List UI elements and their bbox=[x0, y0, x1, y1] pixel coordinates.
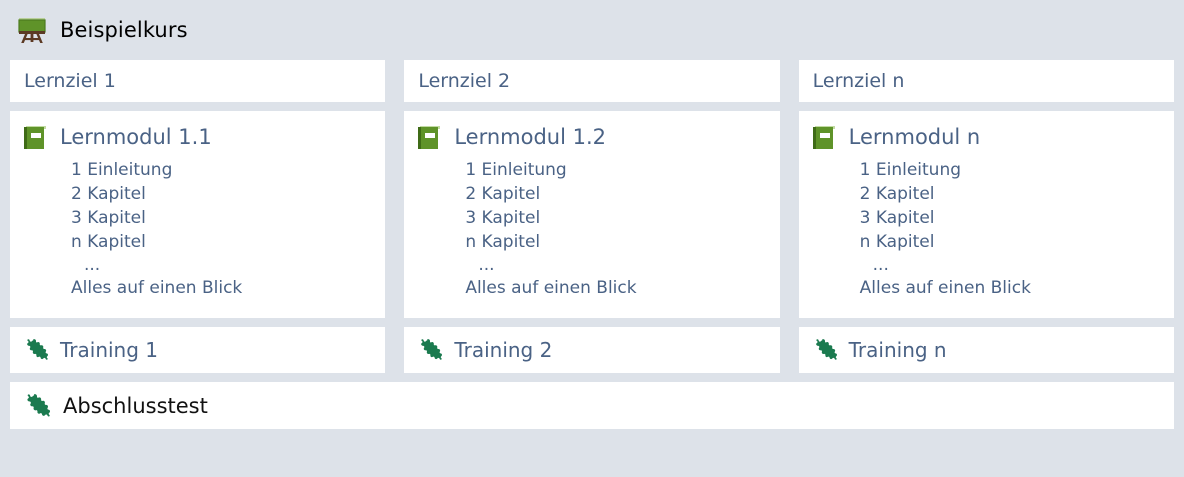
final-test-card[interactable]: Abschlusstest bbox=[10, 382, 1174, 429]
learning-goal-header-row: Lernziel 1 Lernziel 2 Lernziel n bbox=[10, 60, 1174, 102]
column-3: Training n bbox=[798, 327, 1174, 373]
training-card-1[interactable]: Training 1 bbox=[10, 327, 386, 373]
training-card-2[interactable]: Training 2 bbox=[404, 327, 780, 373]
chapter-item-summary[interactable]: Alles auf einen Blick bbox=[859, 278, 1031, 298]
learning-module-header: Lernmodul 1.1 bbox=[24, 125, 371, 149]
column-2: Training 2 bbox=[404, 327, 780, 373]
chapter-list: 1 Einleitung 2 Kapitel 3 Kapitel n Kapit… bbox=[813, 158, 1160, 300]
column-1: Lernmodul 1.1 1 Einleitung 2 Kapitel 3 K… bbox=[10, 111, 386, 318]
column-3: Lernziel n bbox=[798, 60, 1174, 102]
column-3: Lernmodul n 1 Einleitung 2 Kapitel 3 Kap… bbox=[798, 111, 1174, 318]
book-icon bbox=[24, 125, 46, 149]
chapter-item-summary[interactable]: Alles auf einen Blick bbox=[71, 278, 243, 298]
chapter-item[interactable]: 3 Kapitel bbox=[71, 208, 146, 228]
learning-module-header: Lernmodul 1.2 bbox=[418, 125, 765, 149]
learning-module-title: Lernmodul 1.2 bbox=[454, 125, 607, 149]
learning-goal-label: Lernziel 1 bbox=[24, 70, 116, 92]
training-label: Training 1 bbox=[60, 338, 158, 362]
learning-goal-card-3[interactable]: Lernziel n bbox=[798, 60, 1174, 102]
training-label: Training 2 bbox=[454, 338, 553, 362]
chapter-item[interactable]: n Kapitel bbox=[465, 232, 541, 252]
training-label: Training n bbox=[848, 338, 947, 362]
chapter-item[interactable]: n Kapitel bbox=[859, 232, 935, 252]
learning-module-row: Lernmodul 1.1 1 Einleitung 2 Kapitel 3 K… bbox=[10, 111, 1174, 318]
column-1: Lernziel 1 bbox=[10, 60, 386, 102]
chapter-item[interactable]: 2 Kapitel bbox=[465, 184, 541, 204]
learning-goal-card-1[interactable]: Lernziel 1 bbox=[10, 60, 386, 102]
chapter-item[interactable]: n Kapitel bbox=[71, 232, 146, 252]
learning-module-card-1[interactable]: Lernmodul 1.1 1 Einleitung 2 Kapitel 3 K… bbox=[10, 111, 386, 318]
chapter-item[interactable]: 1 Einleitung bbox=[71, 160, 173, 180]
learning-goal-label: Lernziel n bbox=[812, 70, 905, 92]
chapter-ellipsis: ... bbox=[84, 255, 101, 275]
course-header: Beispielkurs bbox=[10, 0, 1174, 60]
learning-module-title: Lernmodul n bbox=[848, 125, 981, 149]
chapter-item[interactable]: 2 Kapitel bbox=[859, 184, 935, 204]
learning-module-title: Lernmodul 1.1 bbox=[60, 125, 212, 149]
puzzle-icon bbox=[813, 338, 837, 362]
training-row: Training 1 Training 2 Training bbox=[10, 327, 1174, 373]
learning-module-card-3[interactable]: Lernmodul n 1 Einleitung 2 Kapitel 3 Kap… bbox=[798, 111, 1174, 318]
chapter-item-summary[interactable]: Alles auf einen Blick bbox=[465, 278, 637, 298]
chapter-list: 1 Einleitung 2 Kapitel 3 Kapitel n Kapit… bbox=[24, 158, 371, 300]
chapter-list: 1 Einleitung 2 Kapitel 3 Kapitel n Kapit… bbox=[418, 158, 765, 300]
chapter-item[interactable]: 2 Kapitel bbox=[71, 184, 146, 204]
learning-goal-label: Lernziel 2 bbox=[418, 70, 511, 92]
column-1: Training 1 bbox=[10, 327, 386, 373]
puzzle-icon bbox=[24, 338, 49, 362]
puzzle-icon bbox=[418, 338, 443, 362]
learning-goal-card-2[interactable]: Lernziel 2 bbox=[404, 60, 780, 102]
book-icon bbox=[812, 125, 835, 149]
chapter-item[interactable]: 3 Kapitel bbox=[859, 208, 935, 228]
final-test-row: Abschlusstest bbox=[10, 382, 1174, 429]
chapter-ellipsis: ... bbox=[872, 255, 889, 275]
row-spacer bbox=[10, 318, 1174, 327]
easel-board-icon bbox=[17, 15, 47, 45]
learning-module-header: Lernmodul n bbox=[812, 125, 1160, 149]
final-test-label: Abschlusstest bbox=[63, 393, 208, 418]
book-icon bbox=[418, 125, 441, 149]
chapter-item[interactable]: 3 Kapitel bbox=[465, 208, 541, 228]
column-2: Lernziel 2 bbox=[404, 60, 780, 102]
page-title: Beispielkurs bbox=[60, 18, 188, 42]
learning-module-card-2[interactable]: Lernmodul 1.2 1 Einleitung 2 Kapitel 3 K… bbox=[404, 111, 780, 318]
chapter-item[interactable]: 1 Einleitung bbox=[859, 160, 962, 180]
row-spacer bbox=[10, 102, 1174, 111]
chapter-item[interactable]: 1 Einleitung bbox=[465, 160, 567, 180]
chapter-ellipsis: ... bbox=[478, 255, 495, 275]
puzzle-icon bbox=[24, 393, 51, 419]
column-2: Lernmodul 1.2 1 Einleitung 2 Kapitel 3 K… bbox=[404, 111, 780, 318]
training-card-3[interactable]: Training n bbox=[798, 327, 1174, 373]
